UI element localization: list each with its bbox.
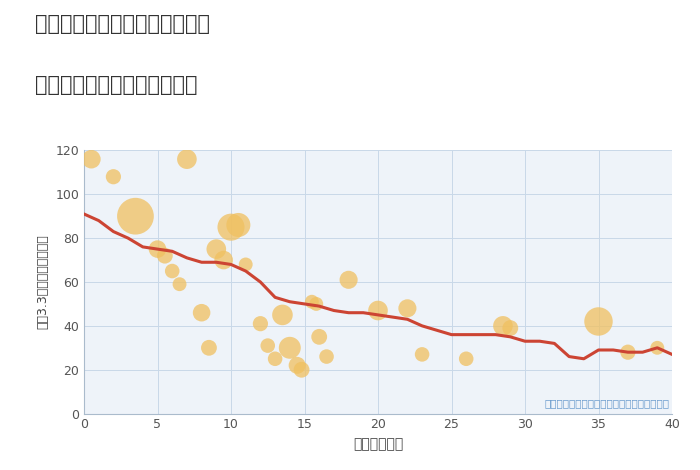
Point [314,333,325,341]
Point [296,366,307,374]
Point [652,344,663,352]
Point [211,245,222,253]
Point [174,281,185,288]
Point [402,305,413,312]
Point [130,212,141,220]
Point [505,324,516,332]
Point [255,320,266,328]
Point [593,318,604,325]
Point [85,156,97,163]
Point [311,300,322,308]
Point [240,261,251,268]
Point [343,276,354,283]
X-axis label: 築年数（年）: 築年数（年） [353,437,403,451]
Point [321,353,332,360]
Point [160,252,171,259]
Text: 築年数別中古マンション価格: 築年数別中古マンション価格 [35,75,197,95]
Point [203,344,214,352]
Point [277,311,288,319]
Point [284,344,295,352]
Text: 円の大きさは、取引のあった物件面積を示す: 円の大きさは、取引のあった物件面積を示す [544,398,669,408]
Point [622,348,634,356]
Point [181,156,193,163]
Point [416,351,428,358]
Point [497,322,508,329]
Point [262,342,273,349]
Point [225,223,237,231]
Point [270,355,281,362]
Point [291,361,302,369]
Point [461,355,472,362]
Point [307,298,318,306]
Point [167,267,178,275]
Point [108,173,119,180]
Point [196,309,207,316]
Point [372,307,384,314]
Point [152,245,163,253]
Point [232,221,244,229]
Y-axis label: 坪（3.3㎡）単価（万円）: 坪（3.3㎡）単価（万円） [36,235,50,329]
Point [218,256,230,264]
Text: 岐阜県本巣郡北方町柱本白坪の: 岐阜県本巣郡北方町柱本白坪の [35,14,210,34]
